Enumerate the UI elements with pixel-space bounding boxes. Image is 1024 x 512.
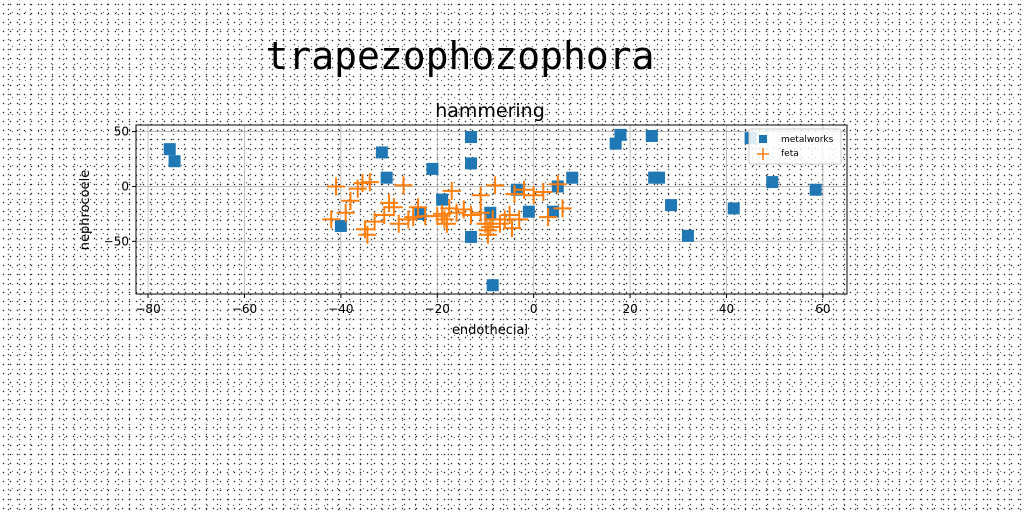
feta-point xyxy=(478,225,497,244)
feta-point xyxy=(336,203,355,222)
feta-point xyxy=(515,180,534,199)
feta-point xyxy=(322,210,341,229)
feta-point xyxy=(502,219,521,238)
feta-point xyxy=(524,186,543,205)
feta-point xyxy=(353,174,372,193)
metalworks-point xyxy=(465,230,478,243)
feta-point xyxy=(394,176,413,195)
x-tick-label: 0 xyxy=(530,302,538,316)
feta-point xyxy=(505,185,524,204)
legend-label-feta: feta xyxy=(781,149,799,159)
feta-point xyxy=(495,210,514,229)
feta-point xyxy=(428,207,447,226)
feta-point xyxy=(327,177,346,196)
chart-title: hammering xyxy=(435,100,545,122)
feta-point xyxy=(399,210,418,229)
feta-point xyxy=(358,225,377,244)
feta-point xyxy=(360,173,379,192)
feta-point xyxy=(462,205,481,224)
metalworks-point xyxy=(566,171,579,184)
feta-point xyxy=(490,214,509,233)
metalworks-point xyxy=(665,199,678,212)
metalworks-point xyxy=(465,157,478,170)
feta-point xyxy=(534,182,553,201)
metalworks-point xyxy=(653,171,666,184)
legend-box xyxy=(748,128,842,165)
feta-point xyxy=(341,191,360,210)
feta-point xyxy=(435,210,454,229)
metalworks-point xyxy=(375,146,388,159)
feta-point xyxy=(500,205,519,224)
data-marks xyxy=(163,128,822,292)
feta-point xyxy=(539,208,558,227)
legend-label-metalworks: metalworks xyxy=(781,135,834,145)
feta-point xyxy=(408,198,427,217)
x-tick-label: −20 xyxy=(425,302,450,316)
feta-point xyxy=(471,203,490,222)
feta-point xyxy=(375,205,394,224)
metalworks-point xyxy=(380,171,393,184)
legend: metalworks feta xyxy=(748,128,842,165)
y-tick-label: 50 xyxy=(114,125,129,139)
metalworks-point xyxy=(645,129,658,142)
x-tick-label: −60 xyxy=(232,302,257,316)
feta-point xyxy=(437,214,456,233)
axis-ticks: −80 −60 −40 −20 0 20 40 60 50 0 −50 xyxy=(104,125,831,316)
feta-point xyxy=(548,175,567,194)
metalworks-point xyxy=(727,202,740,215)
feta-point xyxy=(365,212,384,231)
legend-marker-metalworks xyxy=(759,135,767,143)
metalworks-point xyxy=(681,229,694,242)
feta-point xyxy=(404,208,423,227)
metalworks-point xyxy=(465,131,478,144)
feta-point xyxy=(447,203,466,222)
y-axis-label: nephrocoele xyxy=(78,170,93,250)
feta-point xyxy=(486,176,505,195)
metalworks-point xyxy=(334,219,347,232)
feta-point xyxy=(481,218,500,237)
metalworks-point xyxy=(522,205,535,218)
x-tick-label: −80 xyxy=(135,302,160,316)
x-tick-label: 40 xyxy=(719,302,734,316)
metalworks-point xyxy=(436,193,449,206)
metalworks-point xyxy=(163,143,176,156)
feta-point xyxy=(442,181,461,200)
metalworks-point xyxy=(614,128,627,141)
metalworks-point xyxy=(426,162,439,175)
legend-marker-feta xyxy=(757,148,769,160)
y-tick-label: 0 xyxy=(121,179,129,193)
metalworks-point xyxy=(168,155,181,168)
feta-point xyxy=(384,198,403,217)
plot-frame xyxy=(135,124,848,295)
feta-point xyxy=(471,186,490,205)
metalworks-point xyxy=(809,183,822,196)
x-tick-label: −40 xyxy=(328,302,353,316)
figure-suptitle: trapezophozophora xyxy=(265,34,655,78)
feta-point xyxy=(389,214,408,233)
metalworks-point xyxy=(486,279,499,292)
feta-point xyxy=(553,199,572,218)
y-tick-label: −50 xyxy=(104,234,129,248)
feta-point xyxy=(440,199,459,218)
x-tick-label: 20 xyxy=(622,302,637,316)
x-tick-label: 60 xyxy=(815,302,830,316)
metalworks-point xyxy=(766,176,779,189)
feta-point xyxy=(380,193,399,212)
x-axis-label: endothecial xyxy=(452,323,528,338)
